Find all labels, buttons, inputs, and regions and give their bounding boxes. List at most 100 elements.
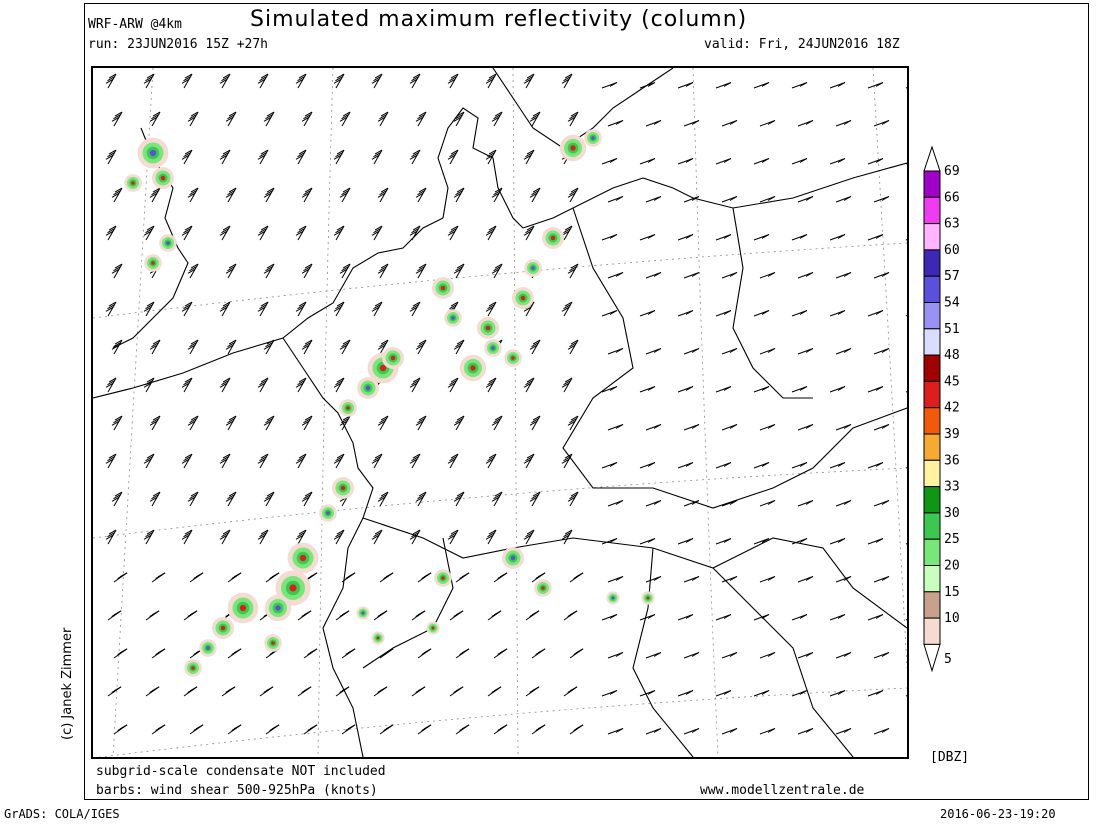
wind-barb-flag	[767, 348, 776, 353]
wind-barb	[145, 301, 155, 317]
wind-barb-flag	[187, 491, 199, 502]
wind-barb-flag	[691, 576, 700, 581]
wind-barb-flag	[685, 158, 694, 163]
echo-core	[591, 136, 595, 140]
wind-barb	[455, 491, 465, 507]
wind-barb-flag	[111, 415, 123, 426]
wind-barb-flag	[523, 149, 535, 160]
wind-barb-flag	[447, 377, 459, 388]
wind-barb	[379, 263, 389, 279]
wind-barb-flag	[447, 149, 459, 160]
wind-barb	[335, 301, 345, 317]
wind-barb	[411, 453, 421, 469]
wind-barb-flag	[415, 491, 427, 502]
border-west	[282, 337, 374, 757]
wind-barb-flag	[691, 196, 700, 201]
wind-barb-flag	[529, 339, 541, 350]
legend-swatch	[923, 249, 941, 277]
wind-barb-flag	[729, 348, 738, 353]
wind-barb-flag	[761, 82, 770, 87]
wind-barb	[183, 529, 193, 545]
wind-barb	[189, 415, 199, 431]
wind-barb-flag	[881, 652, 890, 657]
wind-barb-flag	[219, 529, 231, 540]
wind-barb	[259, 453, 269, 469]
wind-barb-flag	[225, 415, 237, 426]
wind-barb	[107, 149, 117, 165]
wind-barb-flag	[383, 648, 394, 655]
wind-barb-flag	[799, 158, 808, 163]
wind-barb	[151, 111, 161, 127]
wind-barb-flag	[875, 158, 884, 163]
legend-tick-label: 25	[944, 532, 960, 547]
wind-barb-flag	[409, 529, 421, 540]
echo-core	[149, 149, 157, 157]
wind-barb-flag	[193, 572, 204, 579]
wind-barb-flag	[333, 377, 345, 388]
wind-barb	[183, 149, 193, 165]
wind-barb	[411, 529, 421, 545]
wind-barb-flag	[301, 339, 313, 350]
map-panel	[91, 66, 909, 759]
wind-barb	[905, 619, 907, 621]
wind-barb-flag	[371, 73, 383, 84]
wind-barb	[107, 377, 117, 393]
wind-barb-flag	[111, 187, 123, 198]
wind-barb	[455, 187, 465, 203]
echo-core	[470, 365, 476, 371]
wind-barb-flag	[653, 196, 662, 201]
wind-barb	[113, 111, 123, 127]
wind-barb	[335, 453, 345, 469]
wind-barb-flag	[149, 415, 161, 426]
wind-barb-flag	[529, 415, 541, 426]
wind-barb-flag	[691, 272, 700, 277]
legend-swatch	[923, 459, 941, 488]
echo-core	[166, 241, 170, 245]
wind-barb	[145, 453, 155, 469]
wind-barb-flag	[837, 82, 846, 87]
wind-barb-flag	[523, 453, 535, 464]
echo-core	[541, 586, 545, 590]
wind-barb	[259, 149, 269, 165]
wind-barb	[303, 111, 313, 127]
wind-barb-flag	[843, 348, 852, 353]
wind-barb	[417, 111, 427, 127]
wind-barb	[221, 377, 231, 393]
wind-barb-flag	[485, 73, 497, 84]
wind-barb	[449, 377, 459, 393]
wind-barb-flag	[691, 424, 700, 429]
wind-barb-flag	[377, 339, 389, 350]
wind-barb-flag	[875, 386, 884, 391]
wind-barb-flag	[181, 529, 193, 540]
legend-unit: [DBZ]	[930, 750, 970, 765]
wind-barb-flag	[421, 724, 432, 731]
echo-core	[531, 266, 535, 270]
wind-barb	[563, 73, 573, 89]
legend-swatch	[923, 433, 941, 461]
legend-swatch	[923, 223, 941, 251]
wind-barb	[335, 73, 345, 89]
wind-barb	[227, 111, 237, 127]
wind-barb	[341, 339, 351, 355]
wind-barb-flag	[805, 272, 814, 277]
wind-barb-flag	[837, 538, 846, 543]
wind-barb	[531, 415, 541, 431]
wind-barb-flag	[155, 572, 166, 579]
wind-barb-flag	[219, 377, 231, 388]
wind-barb	[487, 453, 497, 469]
wind-barb-flag	[181, 73, 193, 84]
wind-barb-flag	[117, 572, 128, 579]
wind-barbs	[105, 73, 907, 735]
wind-barb-flag	[307, 648, 318, 655]
wind-barb-flag	[685, 690, 694, 695]
wind-barb-flag	[691, 500, 700, 505]
wind-barb-flag	[257, 377, 269, 388]
wind-barb-flag	[761, 538, 770, 543]
wind-barb-flag	[149, 491, 161, 502]
model-label: WRF-ARW @4km	[88, 17, 182, 32]
wind-barb-flag	[383, 572, 394, 579]
wind-barb	[493, 415, 503, 431]
wind-barb-flag	[301, 187, 313, 198]
note-barbs: barbs: wind shear 500-925hPa (knots)	[96, 783, 378, 798]
wind-barb-flag	[491, 610, 502, 617]
